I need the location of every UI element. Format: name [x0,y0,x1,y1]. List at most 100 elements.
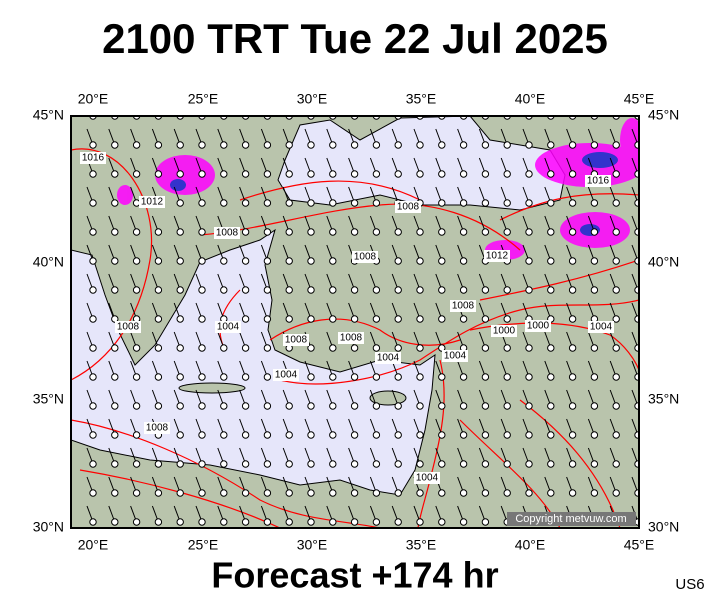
wind-barb [173,186,184,207]
station [111,402,119,410]
station [111,431,119,439]
wind-barb [195,447,206,468]
wind-barb [151,476,163,497]
station [350,518,359,526]
wind-barb [369,302,381,323]
wind-barb [478,331,490,352]
wind-barb [544,418,555,439]
station [132,373,141,381]
station [176,344,184,352]
wind-barb [609,476,620,497]
station [481,170,490,178]
wind-barb [239,476,250,497]
wind-barb [217,244,228,265]
station [481,402,490,410]
isobar-label: 1008 [340,333,363,344]
station [612,373,620,381]
station [525,170,533,178]
station [568,489,577,497]
station [111,228,119,236]
wind-barb [413,128,424,149]
isobar-label: 1012 [141,197,164,208]
station [132,170,141,178]
wind-barb [108,273,119,294]
wind-barb [478,273,490,294]
wind-barb [457,273,468,294]
lon-label-bottom: 20°E [78,537,109,553]
station [263,344,272,352]
station [350,315,359,323]
wind-barb [151,302,163,323]
wind-barb [195,331,206,352]
wind-barb [326,447,337,468]
wind-barb [130,186,141,207]
station [503,460,511,468]
station [394,402,402,410]
station [154,170,163,178]
wind-barb [609,128,620,149]
station [503,141,511,149]
wind-barb [435,505,446,526]
station [198,228,206,236]
station [285,460,293,468]
station [481,344,490,352]
station [111,489,119,497]
station [525,402,533,410]
wind-barb [544,476,555,497]
wind-barb [173,157,184,178]
station [372,286,381,294]
wind-barb [239,302,250,323]
wind-barb [457,418,468,439]
wind-barb [217,128,228,149]
station [329,460,337,468]
station [568,373,577,381]
lon-label-bottom: 25°E [188,537,219,553]
wind-barb [282,244,293,265]
wind-barb [130,447,141,468]
wind-barb [282,128,293,149]
station [89,460,97,468]
wind-barb [478,476,490,497]
wind-barb [282,273,293,294]
station [198,315,206,323]
station [329,373,337,381]
station [438,402,446,410]
wind-barb [566,128,577,149]
isobar-label-box [283,334,309,346]
wind-barb [500,389,511,410]
station [220,286,228,294]
wind-barb [151,331,163,352]
wind-barb [348,389,359,410]
station [111,344,119,352]
station [568,170,577,178]
wind-barb [391,157,402,178]
wind-barb [151,128,163,149]
wind-barb [173,273,184,294]
station [438,373,446,381]
station [132,431,141,439]
wind-barb [173,418,184,439]
station [350,489,359,497]
station [285,141,293,149]
wind-barb [260,505,272,526]
map-frame [70,115,640,529]
station [329,402,337,410]
wind-barb [522,215,533,236]
isobar-label: 1004 [416,473,439,484]
station [394,373,402,381]
station [481,315,490,323]
isobar-label-box [375,352,401,364]
wind-barb [348,157,359,178]
station [89,228,97,236]
station [394,344,402,352]
isobars [71,148,639,528]
station [307,431,315,439]
station [307,170,315,178]
station [525,489,533,497]
station [372,315,381,323]
station [547,170,555,178]
wind-barb [435,157,446,178]
station [438,170,446,178]
station [198,344,206,352]
isobar-label-box [352,251,378,263]
